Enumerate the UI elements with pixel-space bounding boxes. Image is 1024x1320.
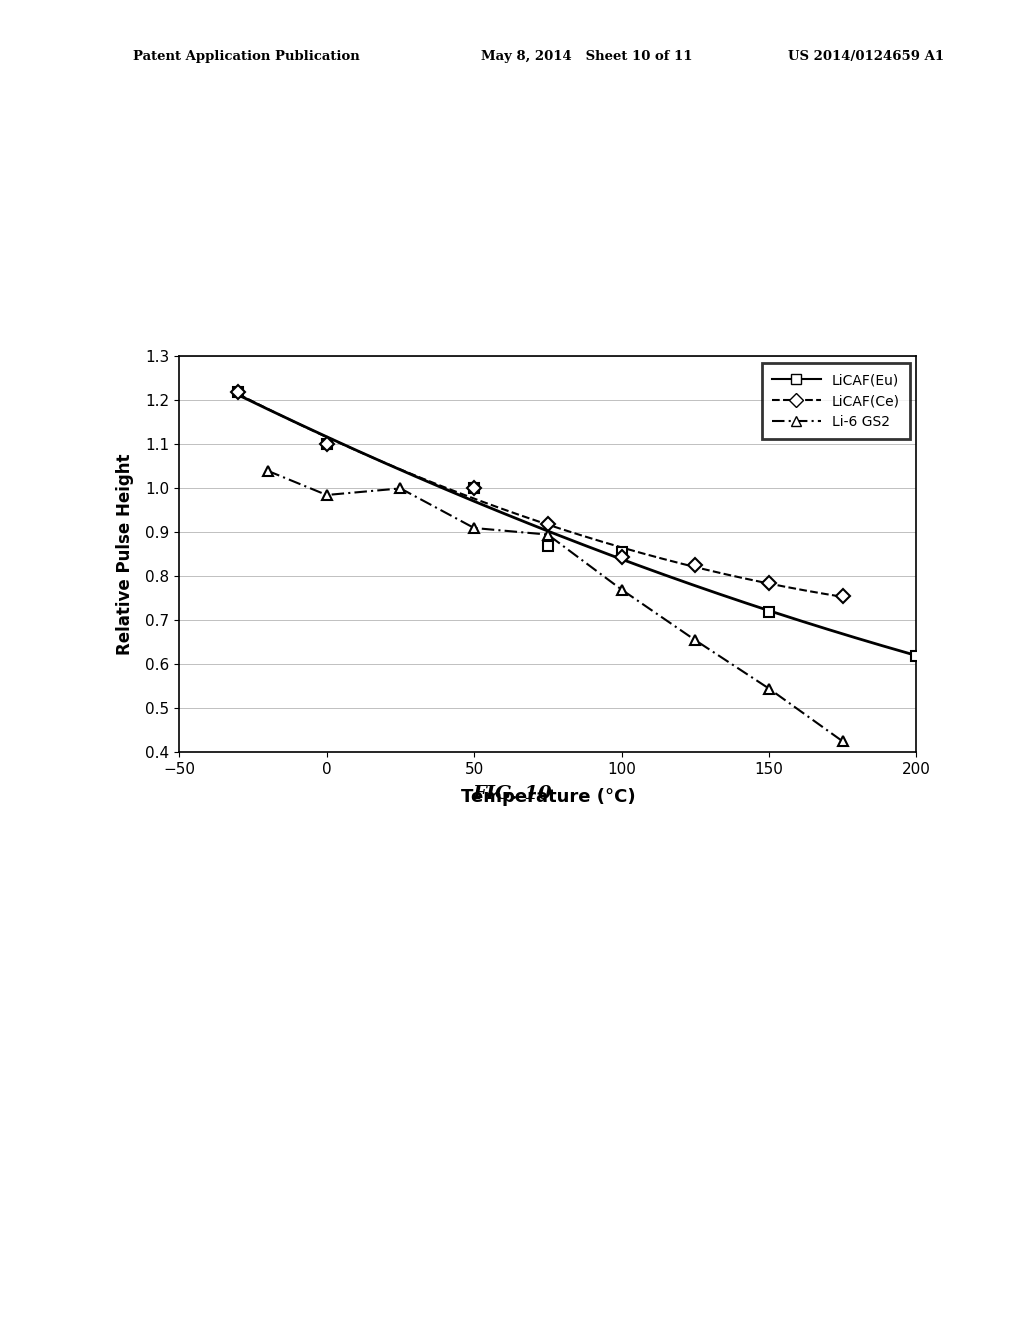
Text: Patent Application Publication: Patent Application Publication xyxy=(133,50,359,63)
Text: US 2014/0124659 A1: US 2014/0124659 A1 xyxy=(788,50,944,63)
Legend: LiCAF(Eu), LiCAF(Ce), Li-6 GS2: LiCAF(Eu), LiCAF(Ce), Li-6 GS2 xyxy=(763,363,909,438)
Y-axis label: Relative Pulse Height: Relative Pulse Height xyxy=(116,454,134,655)
Text: FIG. 10: FIG. 10 xyxy=(472,785,552,804)
Text: May 8, 2014   Sheet 10 of 11: May 8, 2014 Sheet 10 of 11 xyxy=(481,50,693,63)
X-axis label: Temperature (°C): Temperature (°C) xyxy=(461,788,635,807)
